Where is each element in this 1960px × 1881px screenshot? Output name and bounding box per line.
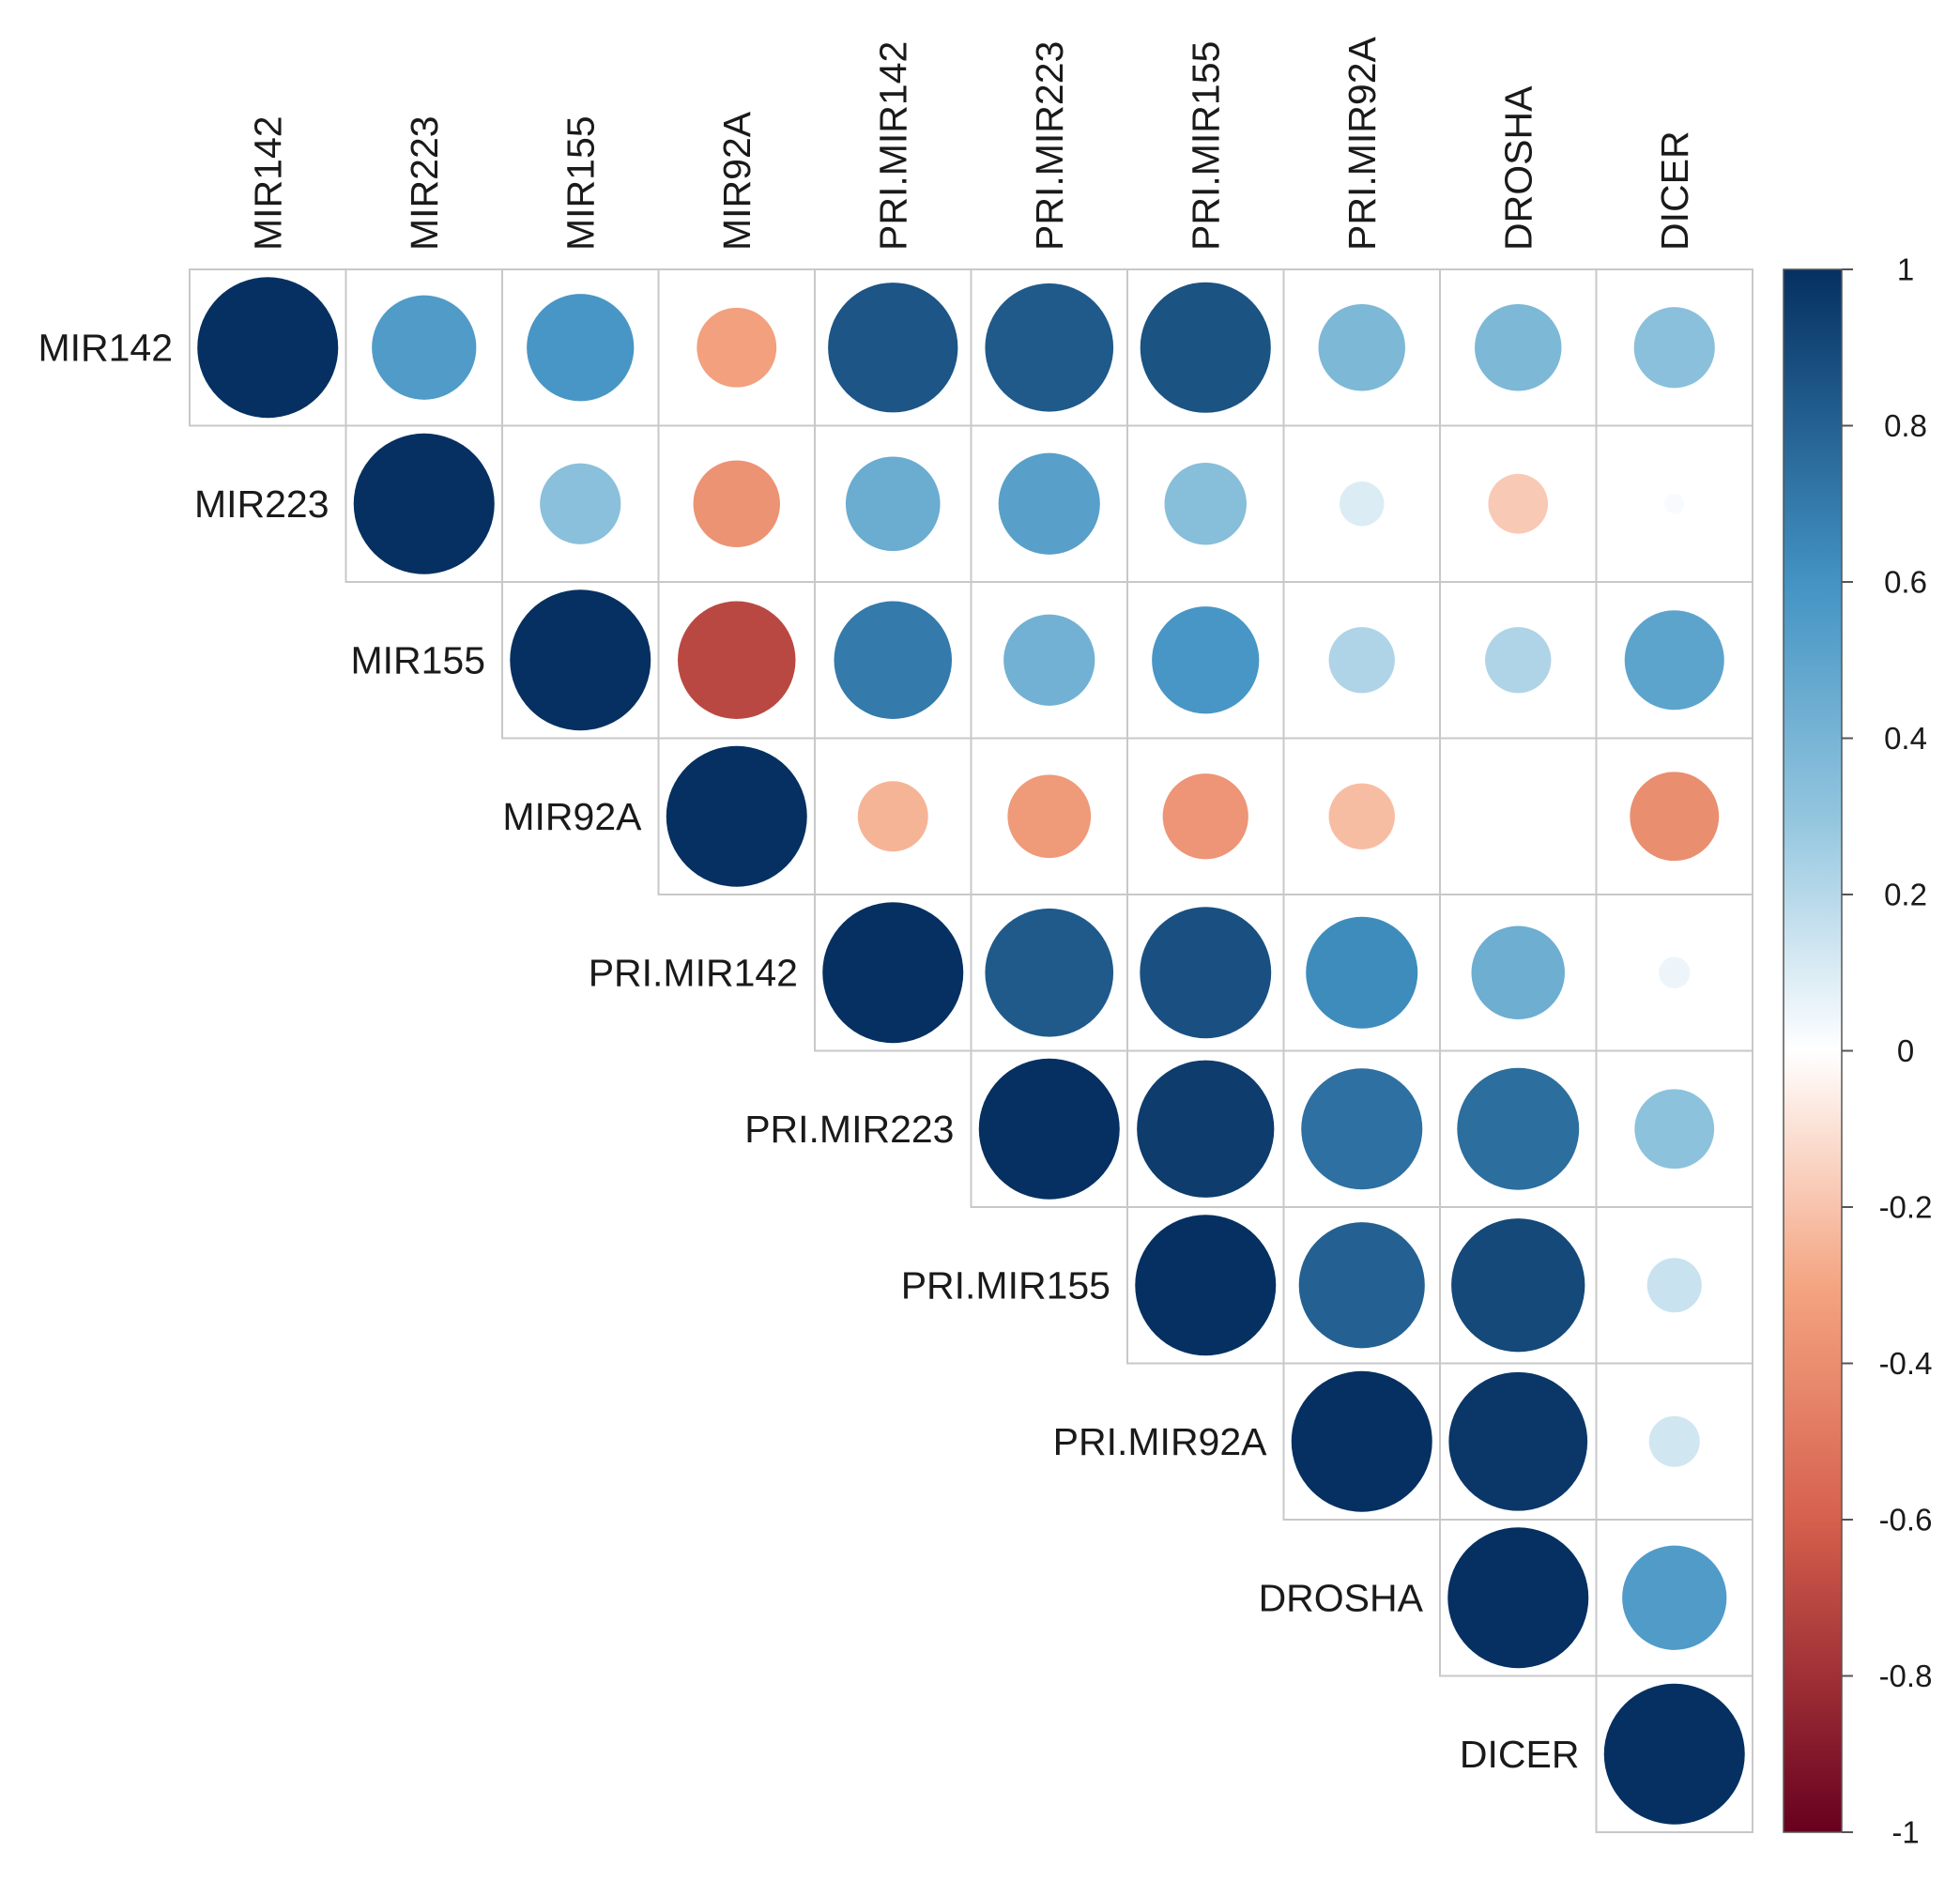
colorbar-tick-label: -0.6 <box>1879 1503 1933 1537</box>
colorbar: 1 0.8 0.6 0.4 0.2 0 -0.2 -0.4 -0.6 -0.8 -1 <box>1783 252 1932 1850</box>
row-label: MIR142 <box>38 326 173 369</box>
corr-circle-mir223-pri.mir155 <box>1164 463 1247 545</box>
corr-circle-mir155-pri.mir223 <box>1003 614 1095 706</box>
column-label: PRI.MIR223 <box>1028 41 1071 251</box>
column-label: DROSHA <box>1496 85 1539 251</box>
colorbar-tick-label: 0.2 <box>1884 878 1927 912</box>
colorbar-tick-label: -1 <box>1891 1815 1919 1850</box>
corr-circle-mir142-mir142 <box>197 277 339 419</box>
row-label: DROSHA <box>1259 1576 1424 1619</box>
colorbar-tick-label: -0.8 <box>1879 1659 1933 1693</box>
corr-circle-pri.mir142-pri.mir142 <box>822 902 964 1044</box>
corr-circle-pri.mir142-pri.mir155 <box>1140 907 1272 1039</box>
colorbar-tick-label: 1 <box>1897 252 1914 287</box>
corr-circle-pri.mir142-dicer <box>1658 956 1691 989</box>
corr-circle-mir92a-pri.mir92a <box>1328 783 1395 849</box>
column-labels: MIR142 MIR223 MIR155 MIR92A PRI.MIR142 PRI.MI… <box>246 37 1696 251</box>
corr-circle-pri.mir92a-dicer <box>1648 1415 1700 1467</box>
corr-circle-mir155-pri.mir92a <box>1328 627 1395 694</box>
colorbar-gradient <box>1783 268 1843 1833</box>
corr-circle-pri.mir223-pri.mir92a <box>1301 1068 1423 1190</box>
row-label: MIR92A <box>502 795 642 838</box>
colorbar-tick-label: -0.2 <box>1879 1190 1933 1225</box>
colorbar-tick-label: -0.4 <box>1879 1346 1933 1381</box>
corr-circle-mir223-dicer <box>1664 494 1685 514</box>
corr-circle-pri.mir155-pri.mir92a <box>1298 1222 1425 1349</box>
corr-circle-mir155-mir92a <box>678 601 796 719</box>
corr-circle-mir155-pri.mir142 <box>834 601 952 719</box>
column-label: PRI.MIR155 <box>1184 41 1227 251</box>
column-label: DICER <box>1653 130 1696 251</box>
corr-circle-mir142-pri.mir92a <box>1318 304 1405 391</box>
corr-circle-mir142-mir155 <box>527 294 635 402</box>
corr-circle-mir92a-pri.mir155 <box>1162 773 1248 860</box>
colorbar-tick-label: 0.4 <box>1884 721 1927 756</box>
corr-circle-mir92a-mir92a <box>666 745 807 887</box>
corr-circle-pri.mir223-dicer <box>1634 1089 1715 1170</box>
row-label: DICER <box>1460 1733 1580 1776</box>
corr-circle-mir155-pri.mir155 <box>1152 606 1260 714</box>
corr-circle-mir223-mir92a <box>693 460 780 547</box>
column-label: MIR155 <box>559 115 602 251</box>
corr-circle-pri.mir223-pri.mir223 <box>978 1058 1120 1200</box>
corr-circle-mir223-drosha <box>1488 473 1549 534</box>
colorbar-ticks: 1 0.8 0.6 0.4 0.2 0 -0.2 -0.4 -0.6 -0.8 -1 <box>1842 252 1932 1850</box>
corr-circle-pri.mir155-drosha <box>1451 1218 1585 1353</box>
correlation-circles <box>197 277 1745 1825</box>
corr-circle-dicer-dicer <box>1603 1683 1745 1825</box>
corr-circle-pri.mir142-drosha <box>1471 925 1565 1019</box>
row-label: PRI.MIR155 <box>901 1263 1110 1307</box>
corr-circle-mir155-mir155 <box>510 589 651 731</box>
row-label: PRI.MIR142 <box>589 951 798 994</box>
corr-circle-mir142-pri.mir155 <box>1140 282 1271 413</box>
colorbar-tick-label: 0.8 <box>1884 408 1927 443</box>
column-label: PRI.MIR142 <box>871 41 914 251</box>
grid-cell <box>1595 1675 1753 1833</box>
corr-circle-mir142-mir92a <box>697 307 777 388</box>
column-label: MIR223 <box>403 115 446 251</box>
corr-circle-mir142-dicer <box>1633 307 1715 389</box>
row-label: MIR223 <box>194 482 329 526</box>
corr-circle-mir142-drosha <box>1475 304 1562 391</box>
column-label: PRI.MIR92A <box>1340 37 1384 251</box>
corr-circle-drosha-drosha <box>1447 1527 1589 1669</box>
corr-circle-pri.mir142-pri.mir92a <box>1306 916 1418 1029</box>
row-label: PRI.MIR223 <box>744 1108 954 1151</box>
corr-circle-mir155-drosha <box>1485 627 1552 694</box>
corr-circle-pri.mir223-pri.mir155 <box>1137 1060 1275 1198</box>
corr-circle-mir92a-pri.mir142 <box>857 781 928 852</box>
corr-circle-mir92a-dicer <box>1630 772 1720 862</box>
corr-circle-pri.mir92a-pri.mir92a <box>1291 1370 1432 1512</box>
colorbar-tick-label: 0.6 <box>1884 565 1927 600</box>
corr-circle-pri.mir142-pri.mir223 <box>985 908 1114 1037</box>
corr-circle-pri.mir155-dicer <box>1646 1258 1702 1313</box>
column-label: MIR92A <box>715 111 758 251</box>
corr-circle-pri.mir92a-drosha <box>1448 1371 1588 1511</box>
row-label: MIR155 <box>350 638 485 681</box>
grid <box>189 268 1753 1833</box>
corr-circle-mir92a-pri.mir223 <box>1007 774 1092 859</box>
row-labels: MIR142 MIR223 MIR155 MIR92A PRI.MIR142 PRI.MI… <box>38 326 1579 1776</box>
corr-circle-pri.mir155-pri.mir155 <box>1135 1215 1277 1356</box>
corr-circle-mir223-mir223 <box>353 433 495 574</box>
row-label: PRI.MIR92A <box>1053 1420 1267 1463</box>
colorbar-tick-label: 0 <box>1897 1033 1914 1068</box>
corr-circle-pri.mir223-drosha <box>1457 1067 1580 1190</box>
corr-circle-mir223-pri.mir142 <box>845 456 941 552</box>
grid-cell <box>1439 737 1598 895</box>
corr-circle-mir142-pri.mir142 <box>828 283 958 413</box>
column-label: MIR142 <box>246 115 289 251</box>
corr-circle-mir142-mir223 <box>372 295 477 400</box>
corr-circle-mir155-dicer <box>1624 610 1724 711</box>
corr-circle-drosha-dicer <box>1622 1545 1727 1650</box>
corr-circle-mir223-pri.mir92a <box>1340 482 1385 527</box>
corr-circle-mir142-pri.mir223 <box>985 283 1114 412</box>
corr-circle-mir223-pri.mir223 <box>998 452 1100 555</box>
corr-circle-mir223-mir155 <box>540 463 621 544</box>
